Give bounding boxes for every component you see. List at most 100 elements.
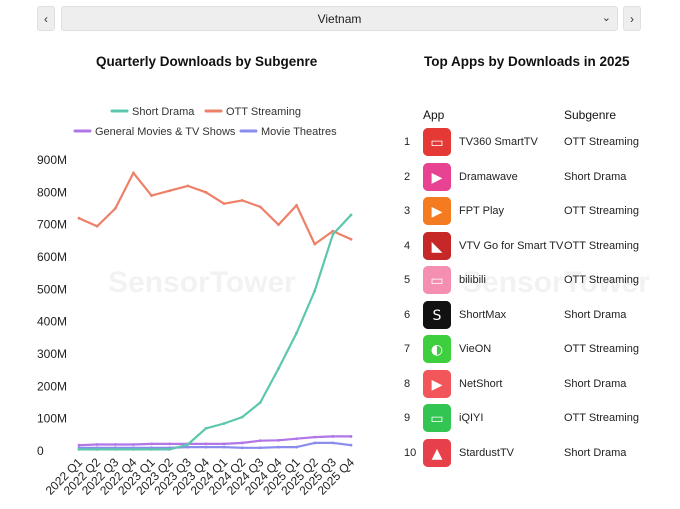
- chevron-right-icon: ›: [630, 11, 634, 26]
- app-subgenre: OTT Streaming: [564, 205, 639, 217]
- app-subgenre: OTT Streaming: [564, 343, 639, 355]
- svg-text:▭: ▭: [430, 273, 443, 289]
- tv360-app-icon: ▭: [423, 128, 451, 156]
- y-tick-label: 400M: [37, 315, 67, 329]
- fpt-play-app-icon: ▶: [423, 197, 451, 225]
- series-line-ott-streaming: [77, 171, 353, 246]
- svg-text:◣: ◣: [432, 239, 443, 255]
- data-point: [258, 439, 262, 443]
- data-point: [186, 443, 190, 446]
- y-tick-label: 0: [37, 444, 44, 458]
- data-point: [168, 447, 172, 451]
- y-tick-label: 600M: [37, 250, 67, 264]
- netshort-app-icon: ▶: [423, 369, 451, 398]
- table-title: Top Apps by Downloads in 2025: [424, 54, 630, 69]
- data-point: [349, 237, 353, 241]
- app-subgenre: OTT Streaming: [564, 239, 639, 252]
- app-name: VTV Go for Smart TV: [459, 239, 564, 252]
- line-chart: Short Drama OTT Streaming General Movies &…: [37, 106, 357, 498]
- series-line-general-movies-tv-shows: [77, 435, 353, 447]
- app-subgenre: OTT Streaming: [564, 412, 639, 424]
- data-point: [186, 445, 190, 449]
- data-point: [277, 445, 280, 449]
- rank-number: 1: [404, 136, 411, 148]
- data-point: [204, 426, 208, 430]
- data-point: [132, 447, 135, 451]
- data-point: [258, 446, 262, 450]
- data-point: [258, 401, 262, 404]
- data-point: [77, 216, 81, 220]
- rank-number: 8: [404, 377, 411, 390]
- chart-title: Quarterly Downloads by Subgenre: [96, 54, 318, 69]
- table-row[interactable]: 7 ◐ VieON OTT Streaming: [400, 335, 660, 365]
- data-point: [95, 447, 99, 451]
- data-point: [295, 331, 298, 335]
- data-point: [222, 445, 226, 449]
- app-subgenre: Short Drama: [564, 377, 627, 390]
- data-point: [258, 205, 262, 209]
- data-point: [313, 441, 317, 445]
- data-point: [132, 443, 135, 446]
- data-point: [240, 415, 244, 419]
- y-tick-label: 100M: [37, 412, 67, 426]
- column-header-app: App: [423, 108, 445, 122]
- rank-number: 3: [404, 205, 411, 217]
- data-point: [349, 213, 353, 217]
- data-point: [77, 443, 81, 447]
- rank-number: 4: [404, 239, 411, 252]
- table-row[interactable]: 8 ▶ NetShort Short Drama: [400, 369, 660, 400]
- data-point: [331, 441, 335, 445]
- chevron-left-icon: ‹: [44, 11, 48, 26]
- y-tick-label: 500M: [37, 282, 67, 296]
- svg-text:S: S: [433, 308, 442, 324]
- rank-number: 10: [404, 446, 417, 459]
- rank-number: 7: [404, 343, 411, 355]
- app-name: VieON: [459, 343, 492, 355]
- next-button[interactable]: ›: [623, 6, 641, 31]
- data-point: [277, 223, 280, 227]
- vtv-go-app-icon: ◣: [423, 231, 451, 260]
- app-name: bilibili: [459, 274, 486, 286]
- table-row[interactable]: 6 S ShortMax Short Drama: [400, 300, 660, 331]
- previous-button[interactable]: ‹: [37, 6, 55, 31]
- rank-number: 5: [404, 274, 411, 286]
- table-row[interactable]: 4 ◣ VTV Go for Smart TV OTT Streaming: [400, 231, 660, 262]
- data-point: [277, 367, 280, 370]
- data-point: [222, 202, 226, 206]
- series-line-movie-theatres: [77, 441, 353, 449]
- y-tick-label: 800M: [37, 185, 67, 199]
- table-row[interactable]: 10 ▲ StardustTV Short Drama: [400, 438, 660, 469]
- svg-text:▭: ▭: [430, 411, 443, 427]
- region-select[interactable]: Vietnam ⌄: [61, 6, 618, 31]
- app-subgenre: Short Drama: [564, 170, 627, 183]
- svg-text:▶: ▶: [432, 170, 443, 186]
- rank-number: 9: [404, 412, 411, 424]
- table-row[interactable]: 2 ▶ Dramawave Short Drama: [400, 162, 660, 193]
- region-select-value: Vietnam: [317, 11, 362, 26]
- legend-label: OTT Streaming: [226, 106, 301, 118]
- app-name: FPT Play: [459, 205, 505, 217]
- data-point: [295, 437, 298, 441]
- data-point: [295, 203, 298, 207]
- app-name: iQIYI: [459, 412, 484, 424]
- data-point: [240, 441, 244, 445]
- y-tick-label: 200M: [37, 379, 67, 393]
- data-point: [168, 442, 172, 446]
- data-point: [186, 184, 190, 188]
- table-row[interactable]: 9 ▭ iQIYI OTT Streaming: [400, 404, 660, 434]
- table-row[interactable]: 5 ▭ bilibili OTT Streaming: [400, 266, 660, 296]
- data-point: [204, 190, 208, 194]
- data-point: [150, 194, 153, 197]
- app-name: StardustTV: [459, 446, 515, 459]
- data-point: [204, 442, 208, 446]
- app-name: ShortMax: [459, 308, 507, 321]
- data-point: [240, 199, 244, 202]
- table-row[interactable]: 1 ▭ TV360 SmartTV OTT Streaming: [400, 128, 660, 158]
- series-line-short-drama: [77, 213, 353, 451]
- bilibili-app-icon: ▭: [423, 266, 451, 294]
- data-point: [168, 189, 172, 193]
- y-tick-label: 900M: [37, 153, 67, 167]
- table-row[interactable]: 3 ▶ FPT Play OTT Streaming: [400, 197, 660, 227]
- data-point: [113, 207, 117, 210]
- app-subgenre: OTT Streaming: [564, 136, 639, 148]
